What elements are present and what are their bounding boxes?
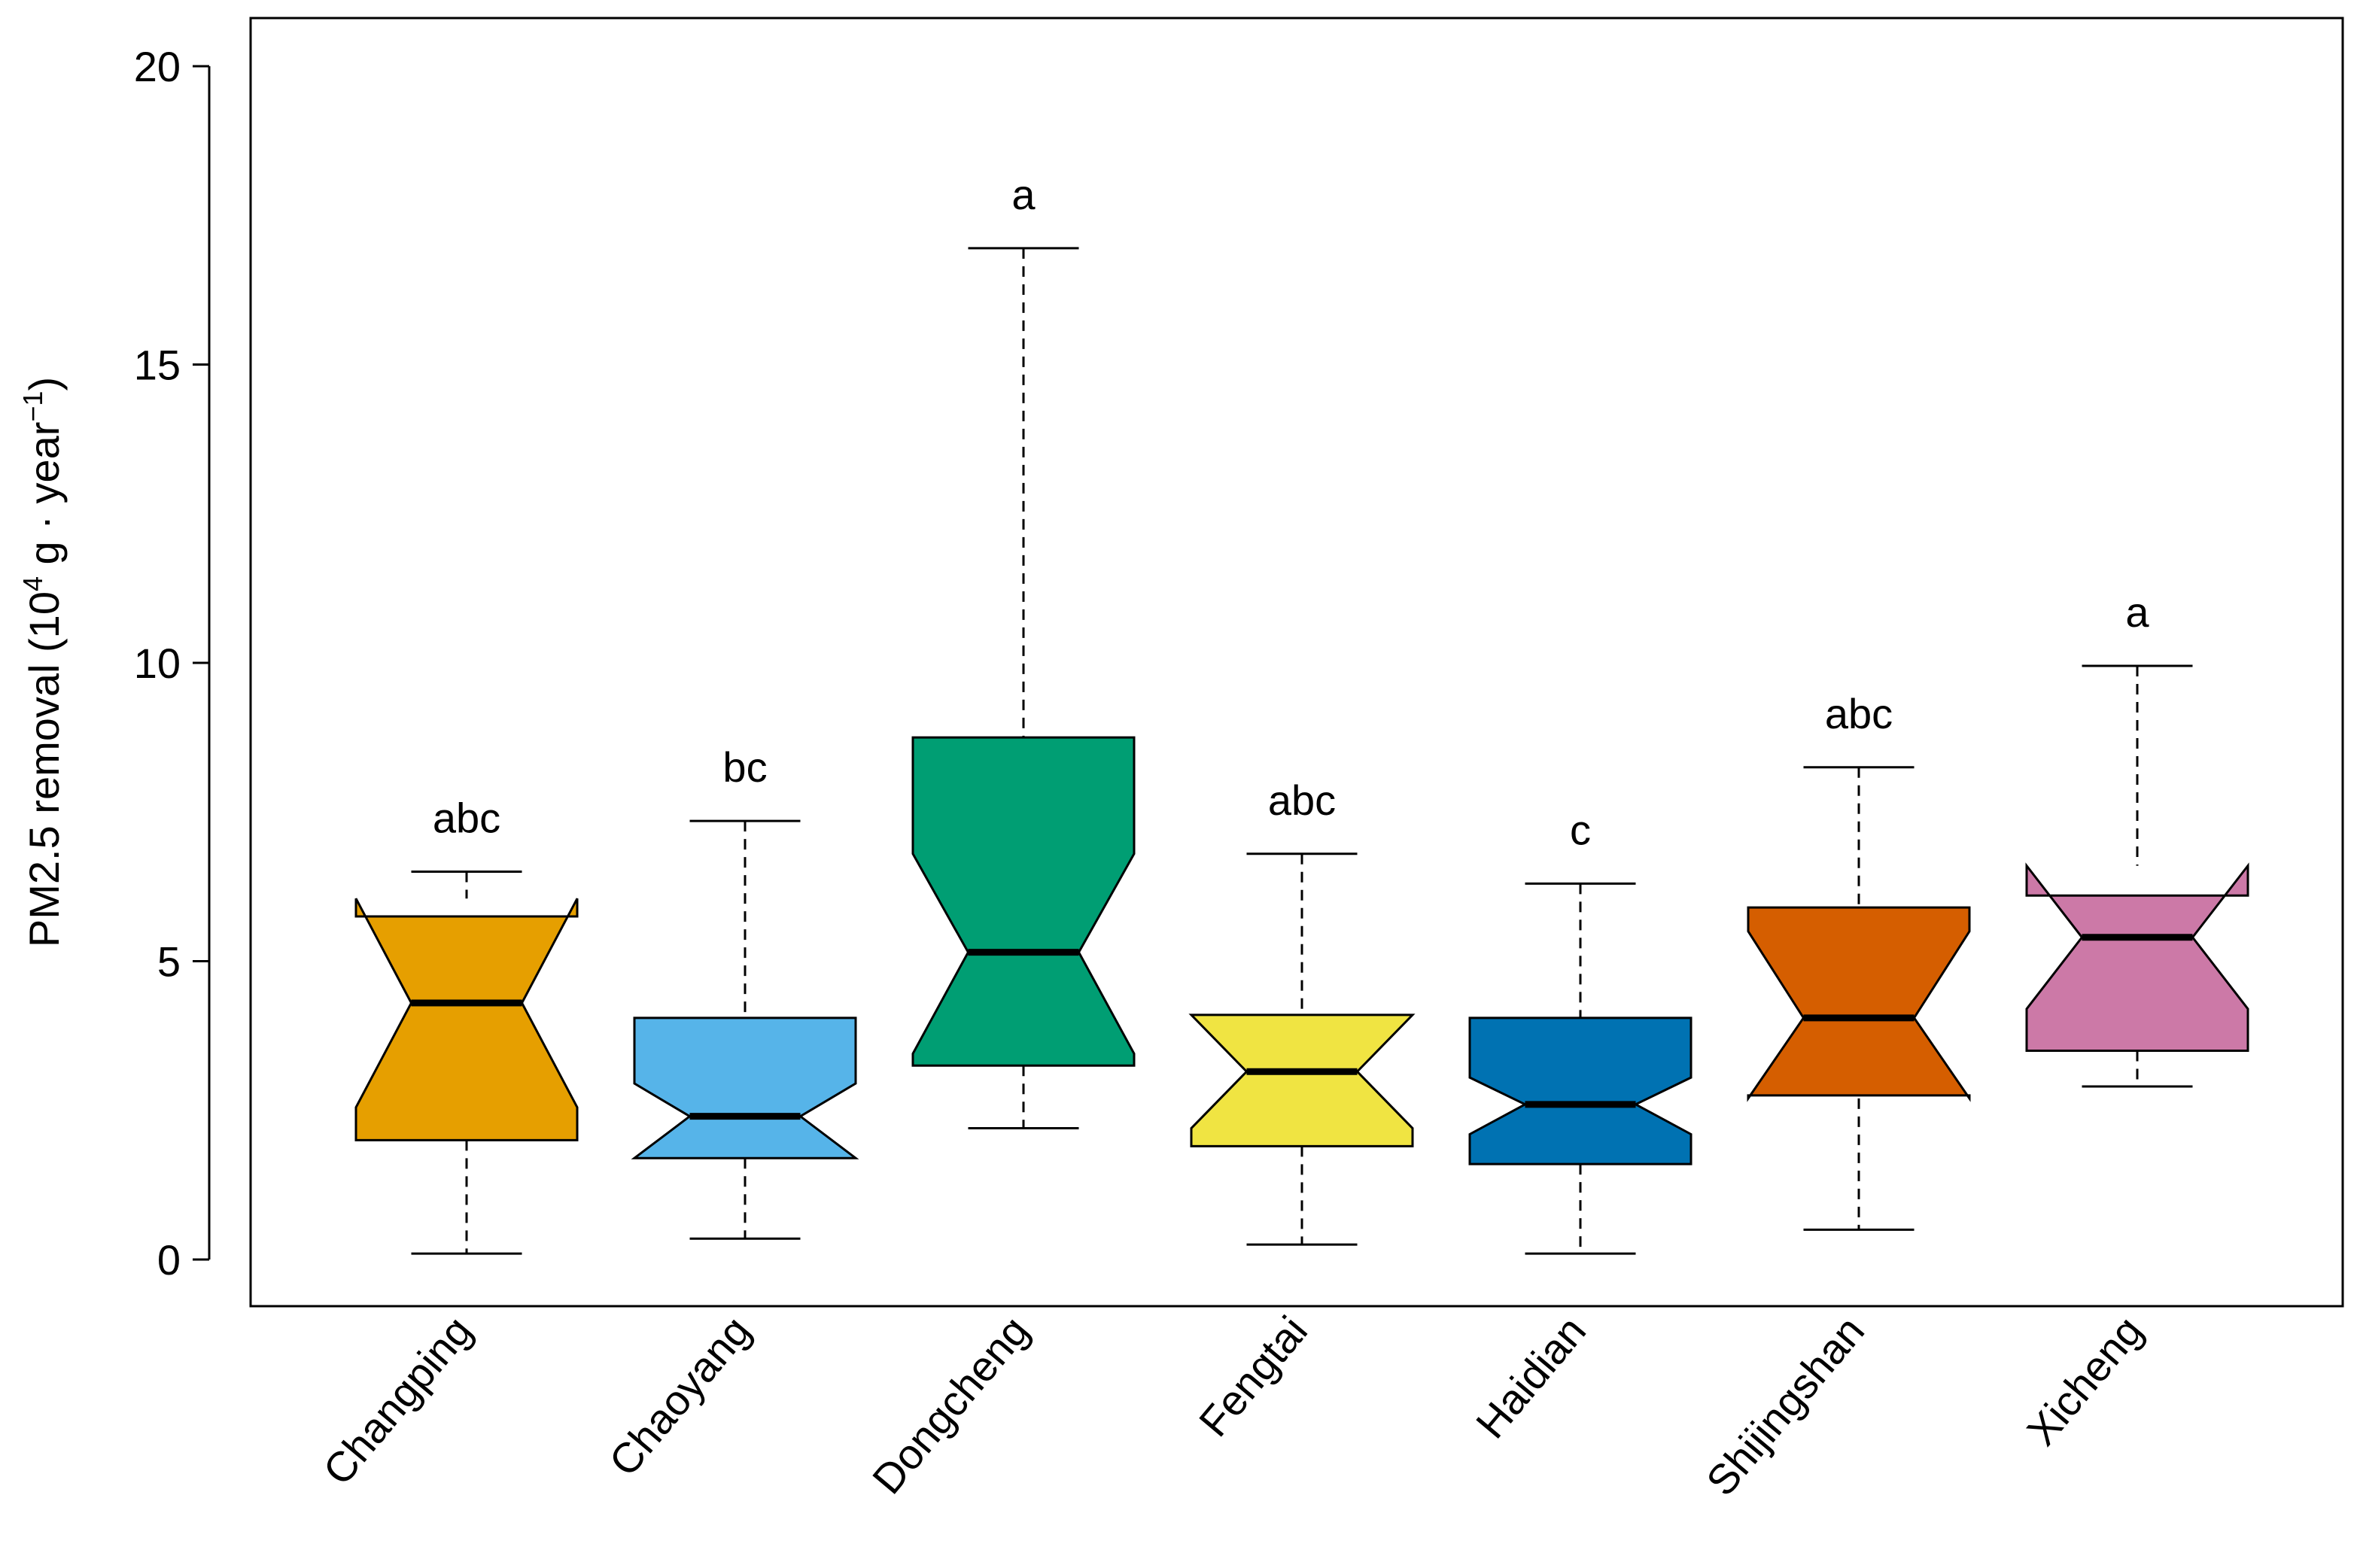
y-tick-label-5: 5: [157, 938, 181, 986]
category-label-shijingshan: Shijingshan: [1697, 1307, 1873, 1504]
box-changping: abc: [354, 795, 579, 1255]
category-label-xicheng: Xicheng: [2018, 1307, 2152, 1454]
category-label-haidian: Haidian: [1467, 1307, 1595, 1447]
significance-letter-dongcheng: a: [1011, 171, 1036, 218]
category-label-changping: Changping: [314, 1307, 481, 1494]
box-shijingshan: abc: [1747, 690, 1971, 1231]
box-xicheng: a: [2025, 588, 2249, 1088]
box-chaoyang: bc: [631, 743, 859, 1240]
plot-frame: [249, 17, 2344, 1308]
ylabel-suffix: ): [20, 377, 68, 391]
box-body-dongcheng: [911, 736, 1136, 1067]
box-dongcheng: a: [911, 171, 1136, 1130]
box-body-changping: [354, 898, 579, 1141]
ylabel-prefix: PM2.5 removal (10: [20, 591, 68, 947]
category-label-chaoyang: Chaoyang: [600, 1307, 759, 1484]
y-tick-label-15: 15: [134, 342, 181, 389]
x-axis-labels: Changping Chaoyang Dongcheng Fengtai Haidian…: [314, 1307, 2152, 1504]
box-body-chaoyang: [631, 1016, 859, 1159]
significance-letter-chaoyang: bc: [722, 743, 767, 791]
significance-letter-changping: abc: [433, 795, 500, 842]
ylabel-exponent-2: −1: [17, 391, 48, 422]
box-fengtai: abc: [1188, 776, 1416, 1246]
ylabel-middle: g · year: [20, 422, 68, 576]
category-label-dongcheng: Dongcheng: [863, 1307, 1038, 1503]
significance-letter-shijingshan: abc: [1825, 690, 1893, 737]
box-body-xicheng: [2025, 862, 2249, 1052]
ylabel-exponent-1: 4: [17, 576, 48, 591]
box-series: abc bc a abc c abc a: [354, 171, 2249, 1255]
box-body-shijingshan: [1747, 906, 1971, 1102]
significance-letter-xicheng: a: [2125, 588, 2149, 636]
y-axis-title: PM2.5 removal (104 g · year−1): [17, 377, 68, 947]
significance-letter-fengtai: abc: [1268, 776, 1336, 824]
category-label-fengtai: Fengtai: [1190, 1307, 1316, 1445]
significance-letter-haidian: c: [1570, 806, 1591, 853]
y-tick-label-20: 20: [134, 43, 181, 90]
y-tick-label-10: 10: [134, 640, 181, 687]
y-axis: 0 5 10 15 20: [134, 43, 211, 1284]
box-body-haidian: [1468, 1016, 1693, 1165]
box-body-fengtai: [1188, 1013, 1416, 1147]
y-tick-label-0: 0: [157, 1236, 181, 1284]
box-haidian: c: [1468, 806, 1693, 1255]
